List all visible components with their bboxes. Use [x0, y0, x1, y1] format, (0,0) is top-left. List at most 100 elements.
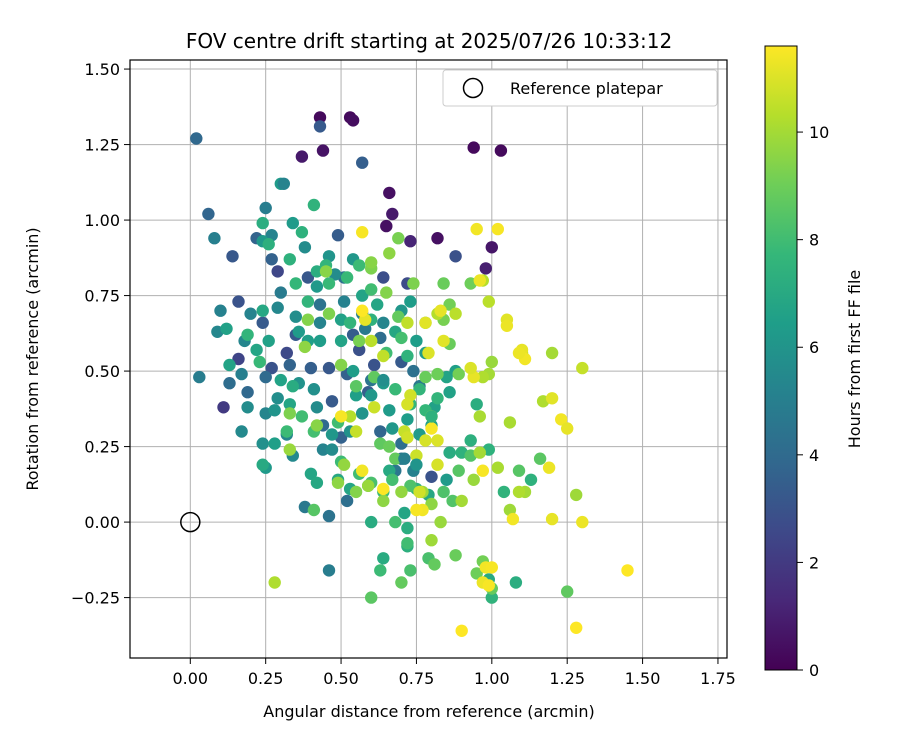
data-point: [386, 207, 399, 221]
data-point: [322, 361, 336, 375]
data-point: [389, 452, 402, 465]
colorbar-tick-label: 2: [809, 553, 819, 572]
data-point: [497, 485, 511, 499]
data-point: [283, 358, 296, 372]
data-point: [410, 449, 423, 462]
reference-platepar-marker: [180, 511, 201, 533]
data-point: [256, 304, 269, 317]
data-point: [473, 410, 486, 423]
data-point: [331, 229, 345, 242]
data-point: [401, 413, 414, 426]
data-point: [470, 398, 483, 411]
data-point: [452, 367, 465, 381]
data-point: [295, 150, 309, 163]
data-point: [202, 207, 215, 221]
y-tick-label: 0.25: [84, 438, 120, 457]
data-point: [395, 576, 408, 589]
data-point: [512, 485, 526, 499]
data-point: [356, 156, 369, 169]
x-axis-title: Angular distance from reference (arcmin): [263, 702, 594, 721]
data-point: [346, 364, 360, 378]
data-point: [313, 316, 327, 329]
data-point: [386, 422, 399, 435]
data-point: [410, 334, 423, 348]
data-point: [310, 265, 324, 278]
data-point: [621, 564, 634, 577]
data-point: [401, 537, 414, 550]
data-point: [340, 494, 354, 508]
data-point: [365, 591, 378, 604]
data-point: [485, 241, 498, 254]
data-point: [353, 259, 366, 272]
data-point: [307, 198, 321, 212]
data-point: [404, 564, 417, 577]
data-point: [304, 467, 318, 480]
data-point: [325, 428, 339, 441]
data-point: [377, 552, 390, 565]
data-point: [283, 398, 296, 411]
data-point: [313, 334, 327, 348]
data-point: [449, 549, 462, 562]
data-point: [545, 512, 559, 526]
data-point: [356, 407, 369, 420]
data-point: [464, 434, 477, 447]
data-point: [241, 328, 254, 341]
data-point: [226, 250, 239, 263]
data-point: [570, 488, 583, 502]
data-point: [392, 310, 405, 323]
data-point: [274, 286, 287, 299]
data-point: [280, 346, 293, 360]
data-point: [349, 380, 363, 393]
data-point: [286, 380, 299, 393]
data-point: [464, 361, 477, 375]
data-point: [217, 401, 230, 414]
data-point: [349, 389, 363, 402]
data-point: [349, 485, 363, 499]
data-point: [443, 386, 456, 399]
data-point: [256, 316, 269, 329]
data-point: [235, 425, 248, 438]
data-point: [253, 355, 266, 369]
data-point: [398, 452, 411, 465]
data-point: [425, 534, 438, 547]
colorbar-label: Hours from first FF file: [845, 270, 864, 449]
data-point: [395, 485, 408, 499]
data-point: [268, 576, 281, 589]
data-point: [404, 295, 417, 308]
data-point: [271, 392, 284, 405]
data-point: [428, 558, 441, 571]
data-point: [325, 443, 339, 456]
data-point: [419, 316, 432, 329]
data-point: [401, 316, 414, 329]
data-point: [374, 564, 387, 577]
data-point: [383, 247, 396, 260]
legend-box: [442, 69, 718, 107]
data-point: [307, 503, 321, 517]
y-tick-label: 1.25: [84, 136, 120, 155]
data-point: [377, 494, 390, 508]
data-point: [425, 497, 438, 511]
data-point: [485, 355, 498, 369]
data-point: [401, 398, 414, 411]
data-point: [446, 494, 459, 508]
data-point: [512, 346, 526, 360]
data-point: [265, 253, 278, 266]
data-point: [425, 470, 438, 483]
data-point: [286, 216, 299, 230]
data-point: [476, 370, 489, 384]
data-point: [301, 313, 315, 326]
data-point: [362, 479, 375, 492]
data-point: [256, 216, 269, 230]
legend-label: Reference platepar: [510, 79, 663, 98]
data-point: [208, 232, 221, 245]
data-point: [353, 334, 366, 348]
colorbar: Hours from first FF file 0 2 4 6 8 10: [764, 45, 864, 680]
data-point: [377, 349, 390, 363]
data-point: [220, 322, 233, 335]
data-point: [401, 431, 414, 444]
data-point: [524, 473, 538, 486]
x-tick-label: 0.75: [399, 669, 435, 688]
data-point: [334, 410, 348, 423]
data-point: [322, 564, 336, 577]
legend: Reference platepar: [442, 69, 718, 107]
